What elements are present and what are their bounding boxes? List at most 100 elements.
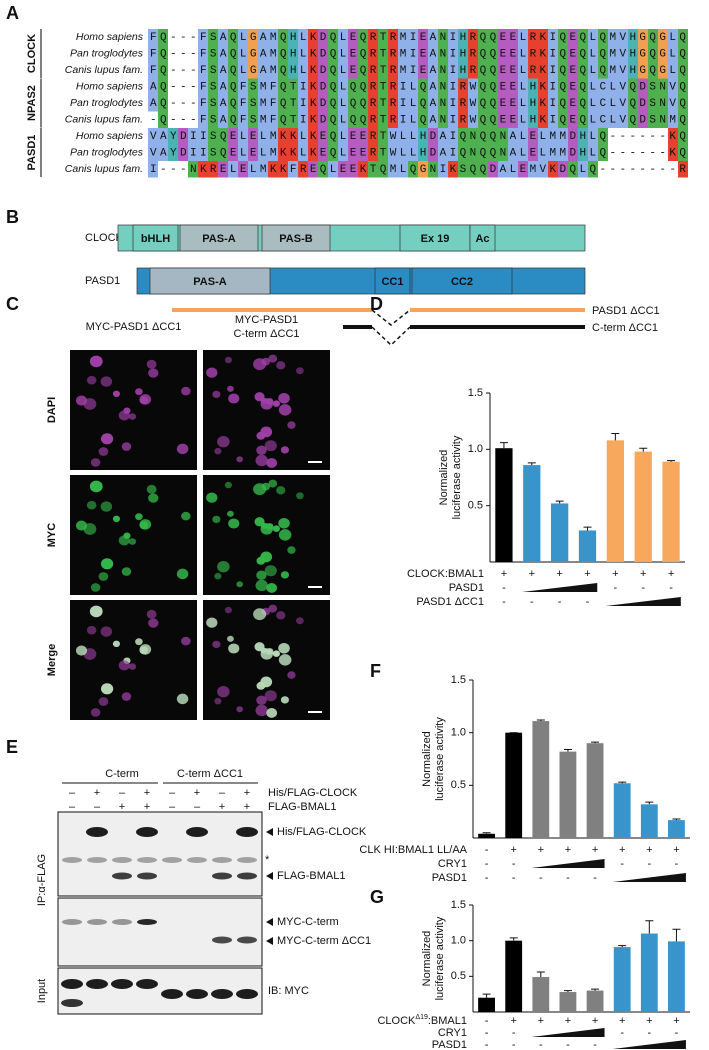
treatment-sign: + [646, 844, 652, 856]
error-bar [645, 801, 654, 805]
residue-cell [568, 62, 578, 79]
residue-cell [308, 144, 318, 161]
y-axis-label: luciferase activity [434, 916, 446, 1000]
condition-sign: – [169, 801, 176, 813]
residue-cell [458, 29, 468, 46]
nucleus [214, 447, 222, 455]
residue-cell [598, 62, 608, 79]
nucleus [118, 410, 130, 421]
nucleus [280, 446, 289, 454]
treatment-sign: - [558, 596, 562, 608]
residue-cell [648, 95, 658, 112]
treatment-label: CRY1 [438, 858, 467, 870]
treatment-sign: - [669, 582, 673, 594]
residue-cell [488, 111, 498, 128]
error-bar [672, 818, 681, 821]
residue-cell [228, 111, 238, 128]
bar [640, 933, 658, 1012]
residue-cell [448, 78, 458, 95]
nucleus [253, 358, 267, 371]
residue-cell [658, 111, 668, 128]
protein-name: PASD1 [85, 275, 120, 287]
residue-cell [538, 111, 548, 128]
nucleus [181, 511, 191, 521]
domain [149, 267, 271, 295]
residue-cell [378, 128, 388, 145]
nucleus [264, 565, 277, 577]
nucleus [278, 404, 292, 416]
treatment-sign: + [673, 1015, 679, 1027]
nucleus [256, 695, 267, 705]
ip-label: IP:α-FLAG [36, 854, 48, 906]
bar [505, 940, 523, 1012]
residue-cell [678, 111, 688, 128]
residue-cell [488, 95, 498, 112]
nucleus [212, 515, 221, 524]
condition-sign: – [194, 801, 201, 813]
residue-cell [198, 161, 208, 178]
treatment-sign: + [640, 568, 646, 580]
residue-cell [568, 95, 578, 112]
residue-cell [278, 95, 288, 112]
nucleus [181, 386, 191, 396]
residue-cell [238, 161, 248, 178]
nucleus [276, 361, 286, 370]
residue-cell [358, 29, 368, 46]
residue-cell [668, 62, 678, 79]
treatment-sign: + [619, 1015, 625, 1027]
blot [57, 811, 263, 897]
band [61, 999, 83, 1007]
y-tick-label: 1.0 [451, 727, 466, 739]
y-tick-label: 1.5 [451, 899, 466, 911]
residue-cell [298, 161, 308, 178]
residue-cell [508, 62, 518, 79]
residue-cell [538, 128, 548, 145]
residue-cell [408, 29, 418, 46]
residue-cell [388, 62, 398, 79]
nucleus [224, 356, 232, 364]
nucleus [100, 433, 114, 445]
residue-cell [428, 144, 438, 161]
nucleus [256, 570, 267, 580]
treatment-label: PASD1 [432, 1039, 467, 1050]
residue-cell [278, 78, 288, 95]
residue-cell [478, 144, 488, 161]
residue-cell [538, 78, 548, 95]
column-header: MYC-PASD1 ΔCC1 [86, 321, 182, 333]
residue-cell [548, 161, 558, 178]
residue-cell [418, 62, 428, 79]
band [86, 979, 108, 989]
residue-cell [638, 111, 648, 128]
nucleus [264, 690, 277, 702]
treatment-name: CLK HI:BMAL1 LL/AA [359, 844, 467, 856]
residue-cell [388, 128, 398, 145]
residue-cell [658, 78, 668, 95]
residue-cell [338, 111, 348, 128]
gradient-wedge [612, 873, 686, 882]
residue-cell [528, 111, 538, 128]
treatment-sign: + [565, 844, 571, 856]
residue-cell [478, 161, 488, 178]
residue-cell [618, 29, 628, 46]
residue-cell [578, 161, 588, 178]
nucleus [148, 493, 159, 503]
residue-cell [548, 78, 558, 95]
residue-cell [268, 29, 278, 46]
domain-label: Ac [475, 233, 489, 245]
construct-label: PASD1 ΔCC1 [592, 305, 660, 317]
nucleus [268, 479, 278, 488]
residue-cell [678, 161, 688, 178]
residue-cell [558, 45, 568, 62]
residue-cell [368, 95, 378, 112]
residue-cell [348, 95, 358, 112]
treatment-sign: + [619, 844, 625, 856]
residue-cell [638, 45, 648, 62]
residue-cell [228, 161, 238, 178]
nucleus [253, 483, 267, 496]
residue-cell [558, 78, 568, 95]
nucleus [118, 535, 130, 546]
nucleus [176, 693, 189, 705]
residue-cell [288, 29, 298, 46]
residue-cell [578, 95, 588, 112]
construct-label: C-term ΔCC1 [592, 322, 658, 334]
